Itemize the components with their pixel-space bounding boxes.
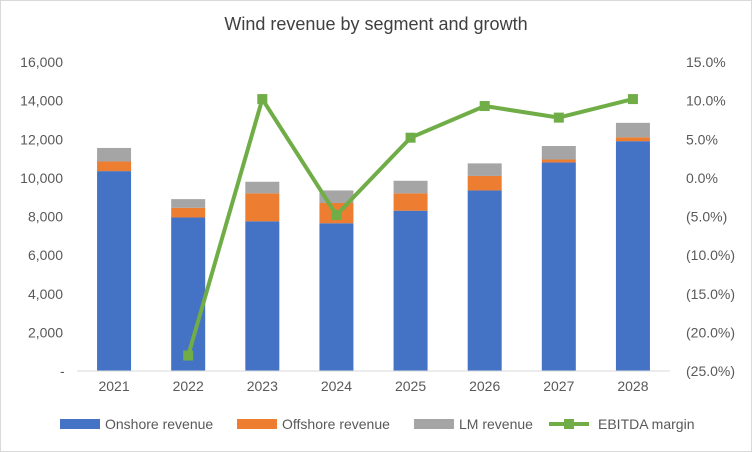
bar-lm-revenue-2028 — [615, 122, 650, 138]
line-layer — [183, 94, 638, 361]
bar-onshore-revenue-2023 — [245, 221, 280, 371]
bar-onshore-revenue-2028 — [615, 141, 650, 371]
left-tick-label: 16,000 — [20, 54, 63, 70]
left-tick-label: - — [60, 363, 65, 379]
ebitda-margin-point-2023 — [257, 94, 268, 105]
left-tick-label: 12,000 — [20, 131, 63, 147]
bar-offshore-revenue-2023 — [245, 193, 280, 222]
left-tick-label: 8,000 — [28, 209, 63, 225]
right-tick-label: (20.0%) — [686, 324, 735, 340]
axis-layer: - 2,000 4,000 6,000 8,000 10,000 12,000 14,000 1… — [20, 54, 735, 394]
bar-offshore-revenue-2025 — [393, 193, 428, 211]
ebitda-margin-point-2022 — [183, 350, 194, 361]
legend-marker-ebitda-margin — [564, 419, 574, 429]
bar-lm-revenue-2026 — [467, 163, 502, 176]
legend-label-ebitda-margin: EBITDA margin — [598, 416, 694, 432]
legend-swatch-lm-revenue — [414, 419, 454, 429]
bar-offshore-revenue-2021 — [97, 161, 132, 172]
x-tick-label: 2024 — [321, 378, 352, 394]
x-tick-label: 2028 — [617, 378, 648, 394]
right-tick-label: 10.0% — [686, 93, 726, 109]
legend-label-offshore-revenue: Offshore revenue — [282, 416, 390, 432]
bar-lm-revenue-2022 — [171, 199, 206, 208]
ebitda-margin-point-2025 — [405, 132, 416, 143]
x-tick-label: 2027 — [543, 378, 574, 394]
left-tick-label: 6,000 — [28, 247, 63, 263]
bar-onshore-revenue-2024 — [319, 223, 354, 371]
right-tick-label: (5.0%) — [686, 209, 727, 225]
left-tick-label: 10,000 — [20, 170, 63, 186]
x-tick-label: 2026 — [469, 378, 500, 394]
bar-lm-revenue-2027 — [541, 146, 576, 160]
right-tick-label: (10.0%) — [686, 247, 735, 263]
ebitda-margin-point-2026 — [479, 101, 490, 112]
ebitda-margin-point-2024 — [331, 209, 342, 220]
legend-label-onshore-revenue: Onshore revenue — [105, 416, 213, 432]
right-tick-label: (25.0%) — [686, 363, 735, 379]
legend-swatch-offshore-revenue — [237, 419, 277, 429]
bar-offshore-revenue-2028 — [615, 137, 650, 142]
ebitda-margin-point-2028 — [627, 94, 638, 105]
bar-onshore-revenue-2022 — [171, 217, 206, 371]
x-tick-label: 2023 — [247, 378, 278, 394]
bar-offshore-revenue-2027 — [541, 159, 576, 163]
legend-label-lm-revenue: LM revenue — [459, 416, 533, 432]
bar-onshore-revenue-2026 — [467, 190, 502, 371]
right-tick-label: 5.0% — [686, 131, 718, 147]
x-tick-label: 2022 — [173, 378, 204, 394]
ebitda-margin-point-2027 — [553, 112, 564, 123]
x-tick-label: 2025 — [395, 378, 426, 394]
bar-onshore-revenue-2021 — [97, 171, 132, 371]
left-tick-label: 2,000 — [28, 324, 63, 340]
bar-lm-revenue-2023 — [245, 181, 280, 194]
bar-offshore-revenue-2022 — [171, 207, 206, 218]
right-tick-label: 0.0% — [686, 170, 718, 186]
bar-onshore-revenue-2025 — [393, 210, 428, 371]
left-tick-label: 4,000 — [28, 286, 63, 302]
left-tick-label: 14,000 — [20, 93, 63, 109]
bar-lm-revenue-2025 — [393, 180, 428, 194]
legend: Onshore revenue Offshore revenue LM revenu… — [60, 416, 694, 432]
x-tick-label: 2021 — [98, 378, 129, 394]
right-tick-label: (15.0%) — [686, 286, 735, 302]
bar-offshore-revenue-2026 — [467, 175, 502, 191]
bars-layer — [97, 122, 650, 371]
bar-onshore-revenue-2027 — [541, 162, 576, 371]
right-tick-label: 15.0% — [686, 54, 726, 70]
chart-title: Wind revenue by segment and growth — [224, 14, 528, 34]
legend-swatch-onshore-revenue — [60, 419, 100, 429]
bar-lm-revenue-2021 — [97, 147, 132, 162]
